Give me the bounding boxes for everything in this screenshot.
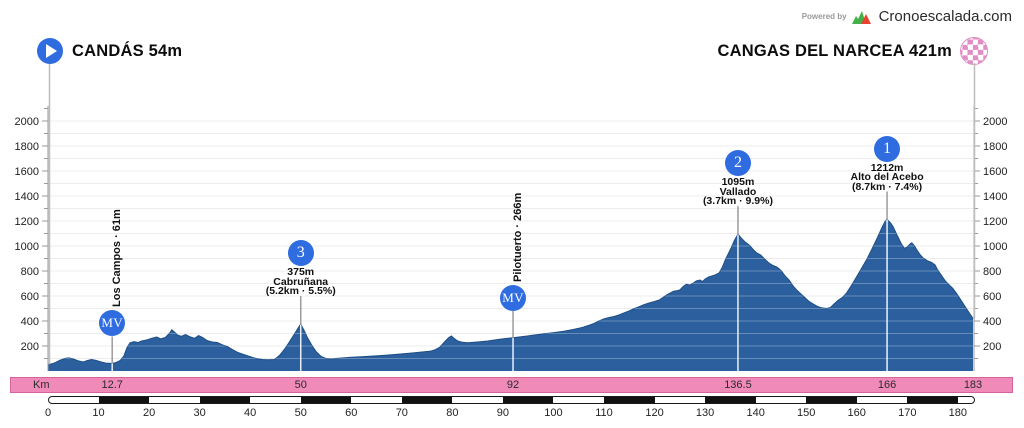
scale-segment	[98, 397, 150, 403]
x-axis-tick-label: 150	[797, 407, 816, 419]
km-bar-value: 166	[877, 379, 897, 391]
y-axis-label-right: 800	[983, 266, 1001, 278]
finish-label: CANGAS DEL NARCEA 421m	[717, 41, 952, 60]
x-axis-tick-label: 170	[898, 407, 917, 419]
distance-scale-bar	[48, 396, 975, 404]
scale-segment	[604, 397, 655, 403]
y-axis-label-right: 1400	[983, 191, 1007, 203]
brand-name[interactable]: Cronoescalada.com	[878, 8, 1012, 25]
powered-by: Powered by Cronoescalada.com	[802, 8, 1012, 25]
x-axis-tick-label: 60	[345, 407, 358, 419]
x-axis-tick-label: 20	[142, 407, 156, 419]
stage-start: CANDÁS 54m	[37, 38, 182, 64]
x-axis-tick-label: 30	[193, 407, 206, 419]
climb-cat-1-badge: 1	[874, 135, 901, 162]
y-axis-label-left: 1400	[15, 191, 39, 203]
mv-badge: MV	[99, 310, 126, 337]
x-axis-tick-label: 50	[294, 407, 307, 419]
x-axis-tick-label: 40	[244, 407, 257, 419]
stage-finish: CANGAS DEL NARCEA 421m	[717, 37, 988, 65]
y-axis-label-right: 1000	[983, 241, 1007, 253]
y-axis-label-right: 200	[983, 341, 1001, 353]
cronoescalada-logo-icon	[851, 10, 871, 24]
elevation-area	[48, 219, 973, 371]
y-axis-label-left: 1200	[15, 216, 39, 228]
x-axis-tick-label: 110	[595, 407, 613, 419]
x-axis-tick-label: 100	[544, 407, 563, 419]
km-bar-value: 136.5	[724, 379, 752, 391]
km-bar: Km 12.7 50 92 136.5 166 183	[10, 377, 1013, 393]
km-bar-value: 183	[963, 379, 983, 391]
scale-segment	[401, 397, 453, 403]
y-axis-label-right: 2000	[983, 116, 1007, 128]
mv-label: Pilotuerto · 266m	[512, 192, 525, 282]
x-axis-tick-label: 10	[92, 407, 105, 419]
climb-cat-2-badge: 2	[724, 150, 751, 177]
x-axis-tick-label: 80	[446, 407, 459, 419]
start-icon	[37, 38, 63, 64]
scale-segment	[300, 397, 352, 403]
y-axis-label-left: 600	[21, 291, 39, 303]
y-axis-label-left: 800	[21, 266, 39, 278]
scale-segment	[806, 397, 857, 403]
y-axis-label-left: 200	[21, 341, 39, 353]
km-bar-value: 92	[506, 379, 520, 391]
x-axis-tick-label: 90	[496, 407, 510, 419]
y-axis-label-left: 1000	[15, 241, 39, 253]
x-axis-tick-label: 0	[44, 407, 52, 419]
mv-badge: MV	[500, 284, 527, 311]
climb-label: 375m Cabruñana (5.2km · 5.5%)	[265, 266, 336, 298]
scale-segment	[502, 397, 554, 403]
y-axis-label-right: 400	[983, 316, 1001, 328]
scale-segment	[199, 397, 251, 403]
finish-flag-icon	[960, 37, 988, 65]
y-axis-label-left: 400	[21, 316, 39, 328]
y-axis-label-left: 1800	[15, 141, 39, 153]
x-axis-tick-label: 160	[847, 407, 866, 419]
scale-segment	[907, 397, 958, 403]
start-label: CANDÁS 54m	[72, 41, 183, 60]
climb-cat-3-badge: 3	[287, 240, 314, 267]
x-axis-tick-label: 180	[948, 407, 967, 419]
mv-label: Los Campos · 61m	[111, 209, 124, 308]
y-axis-label-left: 1600	[15, 166, 39, 178]
y-axis-label-right: 600	[983, 291, 1001, 303]
km-bar-unit-label: Km	[33, 379, 50, 391]
x-axis-tick-label: 120	[645, 407, 664, 419]
km-bar-value: 50	[294, 379, 307, 391]
y-axis-label-right: 1600	[983, 166, 1007, 178]
climb-label: 1212m Alto del Acebo (8.7km · 7.4%)	[850, 161, 924, 193]
km-bar-value: 12.7	[101, 379, 123, 391]
x-axis-tick-label: 130	[695, 407, 715, 419]
x-axis-tick-label: 140	[746, 407, 765, 419]
play-icon	[46, 44, 57, 58]
y-axis-label-right: 1800	[983, 141, 1007, 153]
climb-label: 1095m Vallado (3.7km · 9.9%)	[702, 176, 773, 208]
powered-by-label: Powered by	[801, 12, 847, 21]
x-axis-tick-label: 70	[395, 407, 408, 419]
y-axis-label-left: 2000	[15, 116, 39, 128]
y-axis-label-right: 1200	[983, 216, 1007, 228]
scale-segment	[705, 397, 756, 403]
